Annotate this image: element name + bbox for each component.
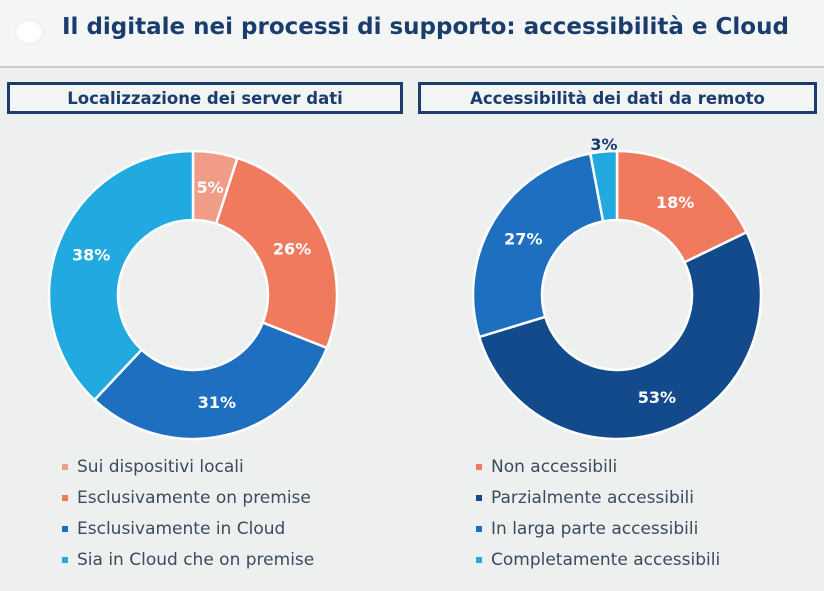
header-divider (0, 66, 824, 68)
legend-swatch-icon (62, 494, 68, 501)
legend-swatch-icon (476, 525, 482, 532)
remote-access-slice-2 (477, 230, 763, 441)
legend-label: Parzialmente accessibili (491, 487, 694, 508)
right-chart-title: Accessibilità dei dati da remoto (418, 82, 817, 114)
server-location-slice-label-2: 26% (273, 239, 311, 258)
legend-swatch-icon (62, 556, 68, 563)
remote-access-slice-label-4: 3% (590, 135, 617, 154)
remote-access-slice-label-3: 27% (504, 229, 542, 248)
server-location-slice-4 (47, 149, 195, 402)
remote-access-slice-4 (588, 149, 619, 223)
remote-access-slice-label-2: 53% (638, 388, 676, 407)
legend-label: Sia in Cloud che on premise (77, 549, 315, 570)
legend-label: Completamente accessibili (491, 549, 721, 570)
legend-swatch-icon (476, 463, 482, 470)
remote-access-legend-item: Non accessibili (476, 451, 720, 482)
remote-access-legend-item: Completamente accessibili (476, 544, 720, 575)
server-location-legend-item: Esclusivamente in Cloud (62, 513, 314, 544)
legend-swatch-icon (62, 463, 68, 470)
server-location-slice-label-4: 38% (72, 246, 110, 265)
server-location-legend-item: Sia in Cloud che on premise (62, 544, 314, 575)
right-legend: Non accessibili Parzialmente accessibili I… (476, 451, 720, 575)
header-bar: Il digitale nei processi di supporto: ac… (0, 0, 824, 66)
server-location-slice-label-3: 31% (198, 393, 236, 412)
legend-swatch-icon (476, 556, 482, 563)
server-location-slice-2 (214, 156, 339, 350)
left-chart-title: Localizzazione dei server dati (7, 82, 403, 114)
legend-label: Sui dispositivi locali (77, 456, 244, 477)
logo-icon (16, 21, 42, 43)
server-location-slice-3 (92, 320, 329, 441)
legend-swatch-icon (476, 494, 482, 501)
remote-access-legend-item: Parzialmente accessibili (476, 482, 720, 513)
remote-access-slice-label-1: 18% (656, 193, 694, 212)
legend-label: Esclusivamente in Cloud (77, 518, 286, 539)
server-location-legend-item: Sui dispositivi locali (62, 451, 314, 482)
remote-access-slice-1 (615, 149, 749, 264)
server-location-legend-item: Esclusivamente on premise (62, 482, 314, 513)
legend-label: Esclusivamente on premise (77, 487, 311, 508)
legend-swatch-icon (62, 525, 68, 532)
legend-label: Non accessibili (491, 456, 618, 477)
remote-access-legend-item: In larga parte accessibili (476, 513, 720, 544)
server-location-slice-label-1: 5% (197, 178, 224, 197)
page-title: Il digitale nei processi di supporto: ac… (62, 14, 789, 40)
left-legend: Sui dispositivi locali Esclusivamente on … (62, 451, 314, 575)
legend-label: In larga parte accessibili (491, 518, 699, 539)
remote-access-slice-3 (471, 152, 605, 339)
